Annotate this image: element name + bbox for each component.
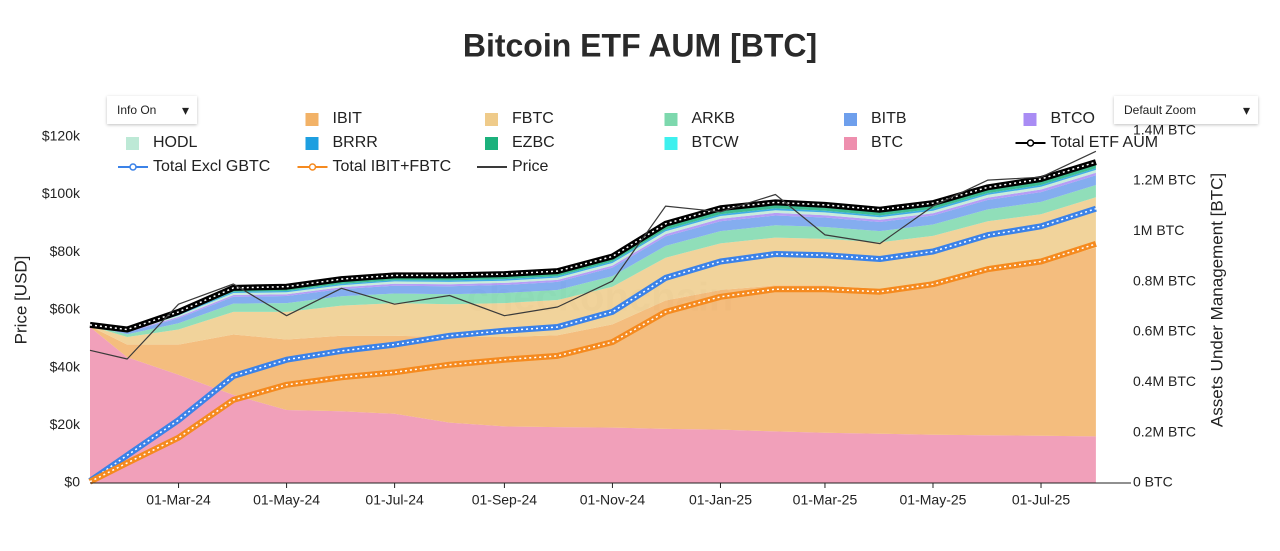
x-tick-label: 01-Mar-25 (793, 492, 858, 508)
legend-swatch (485, 113, 498, 126)
y2-tick-label: 1M BTC (1133, 222, 1184, 238)
line-core (89, 161, 1097, 331)
legend-label: ARKB (692, 110, 736, 127)
x-tick-label: 01-Jan-25 (689, 492, 752, 508)
x-tick-label: 01-May-25 (900, 492, 967, 508)
legend-label: BITB (871, 110, 907, 127)
line-core (89, 243, 1097, 483)
legend-marker (1026, 139, 1035, 147)
legend-marker (308, 163, 317, 171)
y-tick-label: $100k (42, 185, 81, 201)
zoom-dropdown[interactable]: Default Zoom (1114, 96, 1258, 124)
legend-label: BTCW (692, 134, 740, 151)
y2-tick-label: 1.2M BTC (1133, 172, 1196, 188)
x-tick-label: 01-Nov-24 (580, 492, 646, 508)
x-tick-label: 01-May-24 (253, 492, 320, 508)
legend-label: FBTC (512, 110, 554, 127)
legend-swatch (664, 137, 678, 150)
legend-swatch (1023, 113, 1037, 126)
y-tick-label: $20k (50, 416, 81, 432)
y-tick-label: $80k (50, 243, 81, 259)
legend-swatch (664, 113, 678, 126)
legend-swatch (844, 137, 857, 150)
area (90, 247, 1096, 437)
area (90, 175, 1096, 335)
legend-label: IBIT (333, 110, 363, 127)
x-tick-label: 01-Jul-24 (365, 492, 424, 508)
legend-swatch (844, 113, 857, 126)
legend-label: Total Excl GBTC (153, 158, 270, 175)
chart-title: Bitcoin ETF AUM [BTC] (463, 27, 817, 63)
y-tick-label: $120k (42, 128, 81, 144)
y2-tick-label: 1.4M BTC (1133, 121, 1196, 137)
x-tick-label: 01-Mar-24 (146, 492, 211, 508)
legend-label: BTCO (1051, 110, 1095, 127)
line (88, 205, 1097, 484)
legend-label: HODL (153, 134, 198, 151)
y2-tick-label: 0.8M BTC (1133, 272, 1196, 288)
y2-tick-label: 0.4M BTC (1133, 373, 1196, 389)
legend-swatch (305, 113, 319, 126)
legend-label: BRRR (333, 134, 378, 151)
legend-swatch (305, 137, 319, 150)
legend-marker (129, 163, 137, 171)
y2-tick-label: 0.2M BTC (1133, 423, 1196, 439)
y2-axis-title: Assets Under Management [BTC] (1207, 173, 1226, 427)
x-tick-label: 01-Jul-25 (1012, 492, 1071, 508)
y-axis-title: Price [USD] (11, 256, 30, 345)
legend-label: EZBC (512, 134, 555, 151)
legend-label: Total ETF AUM (1051, 134, 1159, 151)
legend-label: BTC (871, 134, 903, 151)
y2-tick-label: 0.6M BTC (1133, 323, 1196, 339)
legend-swatch (485, 137, 498, 150)
y-tick-label: $60k (50, 301, 81, 317)
area (90, 327, 1096, 483)
y-tick-label: $0 (64, 474, 80, 490)
area (90, 185, 1096, 337)
y2-tick-label: 0 BTC (1133, 474, 1173, 490)
legend-label: Price (512, 158, 549, 175)
info-dropdown[interactable]: Info On (107, 96, 197, 124)
line (89, 150, 1097, 360)
legend-swatch (126, 137, 139, 150)
legend-label: Total IBIT+FBTC (333, 158, 452, 175)
x-tick-label: 01-Sep-24 (472, 492, 538, 508)
area (90, 197, 1096, 345)
y-tick-label: $40k (50, 358, 81, 374)
